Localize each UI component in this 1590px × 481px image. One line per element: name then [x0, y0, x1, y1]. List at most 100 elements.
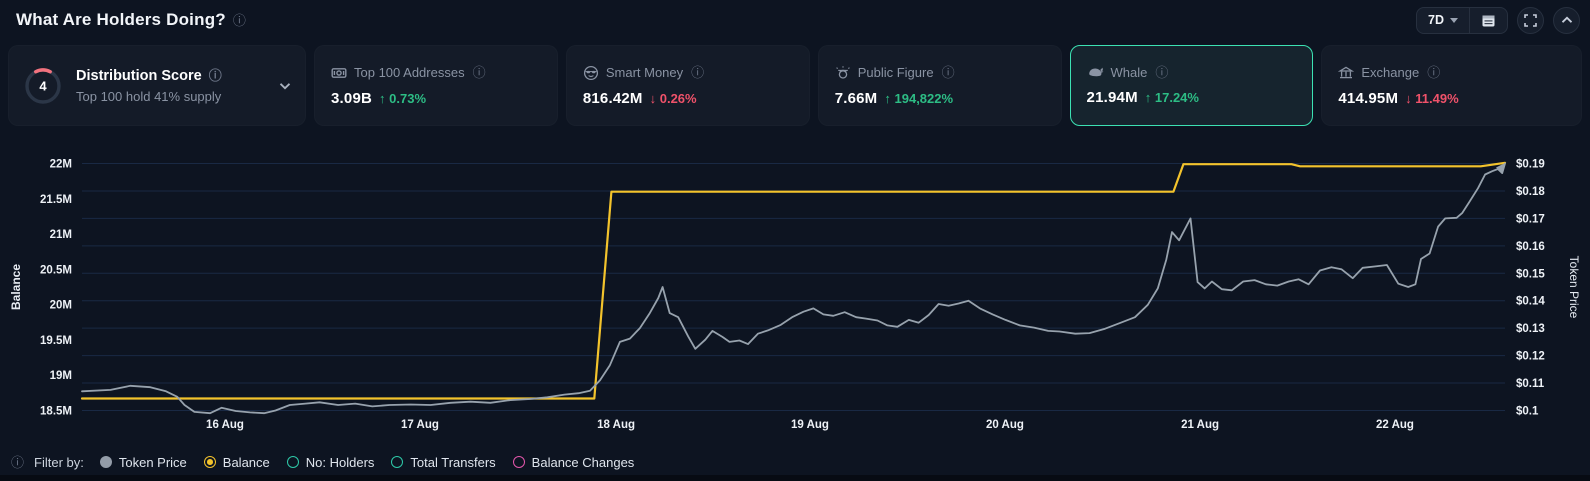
- distribution-score-subtitle: Top 100 hold 41% supply: [76, 88, 222, 104]
- card-change: ↑ 0.73%: [379, 90, 427, 106]
- card-smart-money[interactable]: Smart Money ⓘ 816.42M ↓ 0.26%: [565, 45, 810, 126]
- card-label: Smart Money: [605, 65, 684, 80]
- filter-total-transfers[interactable]: Total Transfers: [391, 454, 496, 470]
- stat-cards: 4 Distribution Score ⓘ Top 100 hold 41% …: [8, 45, 1582, 126]
- card-info-icon[interactable]: ⓘ: [1155, 65, 1169, 80]
- x-axis-tick: 21 Aug: [1181, 419, 1219, 431]
- timeframe-dropdown[interactable]: 7D: [1417, 8, 1469, 33]
- fullscreen-button[interactable]: [1517, 6, 1544, 34]
- sunglasses-face-icon: [583, 65, 599, 81]
- filter-bar: ⓘ Filter by: Token Price Balance No: Holde…: [0, 449, 1590, 475]
- filter-info-icon[interactable]: ⓘ: [11, 454, 25, 470]
- right-axis-tick: $0.1: [1516, 406, 1539, 418]
- left-axis-tick: 22M: [50, 159, 72, 171]
- filter-radio-icon: [391, 456, 404, 468]
- timeframe-value: 7D: [1428, 13, 1444, 27]
- left-axis-tick: 21.5M: [40, 194, 72, 206]
- left-axis-tick: 19M: [50, 370, 72, 382]
- filter-legend: Token Price Balance No: Holders Total Trans…: [99, 454, 634, 470]
- bank-icon: [1338, 65, 1355, 81]
- fullscreen-icon: [1524, 13, 1537, 27]
- distribution-score-info-icon[interactable]: ⓘ: [208, 68, 222, 83]
- card-value: 816.42M: [582, 89, 643, 107]
- filter-balance[interactable]: Balance: [203, 454, 270, 470]
- calendar-icon: [1482, 15, 1495, 26]
- filter-option-label: No: Holders: [305, 454, 375, 470]
- card-info-icon[interactable]: ⓘ: [941, 65, 955, 80]
- x-axis-tick: 18 Aug: [597, 419, 635, 431]
- distribution-score-gauge: 4: [25, 67, 61, 104]
- distribution-score-title: Distribution Score: [76, 67, 202, 84]
- card-label: Top 100 Addresses: [354, 65, 465, 80]
- left-axis-tick: 19.5M: [40, 335, 72, 347]
- chevron-down-icon[interactable]: [279, 77, 291, 95]
- price-end-marker: [1496, 162, 1506, 173]
- filter-token-price[interactable]: Token Price: [99, 454, 187, 470]
- card-exchange[interactable]: Exchange ⓘ 414.95M ↓ 11.49%: [1321, 45, 1582, 126]
- card-label: Public Figure: [857, 65, 934, 80]
- filter-radio-icon: [512, 456, 525, 468]
- filter-option-label: Token Price: [118, 454, 187, 470]
- series-token-price: [81, 162, 1506, 415]
- filter-radio-icon: [203, 456, 216, 468]
- right-axis-title: Token Price: [1567, 256, 1581, 319]
- x-axis-tick: 16 Aug: [206, 419, 244, 431]
- holders-chart[interactable]: 22M 21.5M 21M 20.5M 20M 19.5M 19M 18.5M $0.19 $0.…: [0, 140, 1590, 448]
- widget-header: What Are Holders Doing? ⓘ 7D: [0, 0, 1590, 40]
- filter-radio-icon: [286, 456, 299, 468]
- filter-radio-icon: [99, 456, 112, 468]
- right-axis-tick: $0.17: [1516, 213, 1545, 225]
- filter-balance-changes[interactable]: Balance Changes: [512, 455, 634, 470]
- right-axis-tick: $0.16: [1516, 241, 1545, 253]
- collapse-button[interactable]: [1553, 6, 1580, 34]
- page-title: What Are Holders Doing?: [16, 10, 226, 29]
- right-axis-tick: $0.11: [1516, 378, 1545, 390]
- card-change: ↑ 194,822%: [884, 90, 954, 106]
- whale-icon: [1087, 65, 1104, 80]
- card-info-icon[interactable]: ⓘ: [1427, 65, 1441, 80]
- x-axis-tick: 17 Aug: [401, 419, 439, 431]
- x-axis-tick: 20 Aug: [986, 419, 1024, 431]
- card-change: ↓ 0.26%: [649, 90, 697, 106]
- money-icon: [331, 65, 347, 81]
- title-info-icon[interactable]: ⓘ: [232, 12, 246, 28]
- filter-option-label: Total Transfers: [410, 454, 496, 470]
- right-axis-tick: $0.18: [1516, 186, 1545, 198]
- right-axis-tick: $0.12: [1516, 351, 1545, 363]
- chevron-up-icon: [1561, 16, 1572, 23]
- right-axis-tick: $0.19: [1516, 159, 1545, 171]
- left-axis-title: Balance: [9, 264, 23, 310]
- holders-chart-area: 22M 21.5M 21M 20.5M 20M 19.5M 19M 18.5M $0.19 $0.…: [0, 140, 1590, 448]
- right-axis-tick: $0.14: [1516, 296, 1545, 308]
- chevron-down-icon: [1450, 17, 1458, 23]
- card-label: Exchange: [1361, 65, 1420, 80]
- card-info-icon[interactable]: ⓘ: [472, 65, 486, 80]
- filter-option-label: Balance: [222, 454, 270, 470]
- left-axis-tick: 21M: [50, 229, 72, 241]
- series-balance: [80, 161, 1507, 400]
- card-info-icon[interactable]: ⓘ: [691, 65, 705, 80]
- left-axis-tick: 18.5M: [40, 406, 72, 418]
- left-axis-tick: 20.5M: [40, 264, 72, 276]
- calendar-button[interactable]: [1470, 8, 1507, 33]
- right-axis-tick: $0.13: [1516, 323, 1545, 335]
- card-value: 21.94M: [1086, 89, 1138, 106]
- bottom-strip: [0, 475, 1590, 481]
- x-axis-tick: 22 Aug: [1376, 419, 1414, 431]
- header-controls: 7D: [1416, 6, 1580, 34]
- public-figure-icon: [835, 65, 851, 81]
- card-distribution-score[interactable]: 4 Distribution Score ⓘ Top 100 hold 41% …: [8, 45, 306, 126]
- card-value: 414.95M: [1338, 89, 1399, 107]
- card-value: 7.66M: [834, 89, 878, 107]
- card-top-100-addresses[interactable]: Top 100 Addresses ⓘ 3.09B ↑ 0.73%: [314, 45, 558, 126]
- card-whale[interactable]: Whale ⓘ 21.94M ↑ 17.24%: [1069, 45, 1314, 126]
- right-axis-tick: $0.15: [1516, 268, 1545, 280]
- card-public-figure[interactable]: Public Figure ⓘ 7.66M ↑ 194,822%: [817, 45, 1062, 126]
- filter-by-label: Filter by:: [34, 454, 84, 470]
- card-value: 3.09B: [331, 89, 373, 107]
- distribution-score-value: 4: [39, 78, 47, 93]
- card-change: ↓ 11.49%: [1405, 90, 1459, 106]
- card-label: Whale: [1110, 65, 1148, 80]
- x-axis-tick: 19 Aug: [791, 419, 829, 431]
- filter-no-holders[interactable]: No: Holders: [286, 454, 375, 470]
